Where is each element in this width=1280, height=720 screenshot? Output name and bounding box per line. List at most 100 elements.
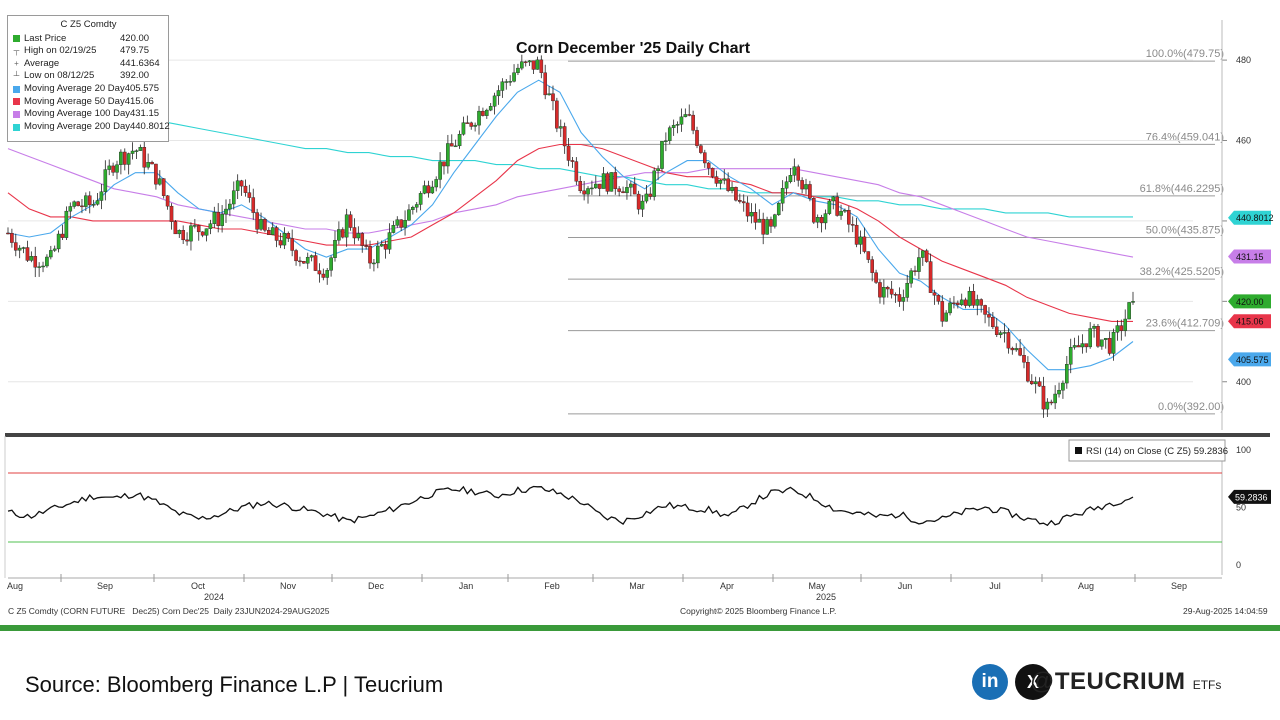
- candle-body: [683, 114, 688, 118]
- candle-body: [294, 250, 298, 262]
- price-flag-label: 420.00: [1236, 297, 1264, 307]
- brand-name: TEUCRIUM: [1054, 668, 1186, 695]
- candle-body: [979, 299, 983, 306]
- candle-body: [29, 256, 34, 261]
- candle-body: [481, 110, 485, 116]
- candle-body: [414, 204, 419, 208]
- price-flag: [1228, 249, 1271, 264]
- legend-label: Moving Average 20 Day: [24, 82, 125, 94]
- candle-body: [130, 150, 135, 154]
- candle-body: [531, 60, 536, 70]
- candle-body: [1092, 325, 1096, 329]
- candle-body: [800, 180, 804, 190]
- candle-body: [442, 161, 446, 167]
- candle-body: [317, 270, 322, 275]
- legend-item: + Average 441.6364: [13, 58, 164, 71]
- candle-body: [84, 195, 88, 207]
- candle-body: [395, 219, 400, 226]
- fib-label: 76.4%(459.041): [1146, 131, 1224, 143]
- legend-swatch: [13, 98, 20, 106]
- candle-body: [1053, 393, 1057, 404]
- candle-body: [913, 270, 917, 272]
- rsi-legend-box: [1068, 439, 1226, 462]
- candle-body: [1100, 339, 1104, 347]
- price-flag-label: 405.575: [1236, 355, 1269, 365]
- candle-body: [80, 205, 84, 208]
- candle-body: [356, 233, 361, 239]
- candle-body: [741, 201, 746, 204]
- candle-body: [360, 233, 365, 246]
- candle-body: [430, 186, 435, 194]
- candle-body: [1037, 381, 1042, 387]
- candle-body: [652, 170, 656, 197]
- footer-series-info: C Z5 Comdty (CORN FUTURE Dec25) Corn Dec…: [8, 606, 330, 616]
- candle-body: [352, 227, 357, 239]
- legend-item: Moving Average 20 Day 405.575: [13, 83, 164, 96]
- candle-body: [461, 122, 466, 135]
- candle-body: [702, 152, 707, 164]
- candle-body: [644, 193, 649, 202]
- legend-item: ┴ Low on 08/12/25 392.00: [13, 70, 164, 83]
- candle-body: [56, 233, 61, 250]
- legend-value: 392.00: [120, 70, 150, 82]
- candle-body: [508, 81, 512, 83]
- chart-legend: C Z5 Comdty Last Price 420.00 ┬ High on 02/…: [7, 15, 170, 142]
- candle-body: [1127, 302, 1131, 320]
- candle-body: [761, 218, 765, 235]
- candle-body: [37, 266, 41, 268]
- candle-body: [17, 247, 22, 251]
- legend-label: Average: [24, 57, 60, 69]
- candle-body: [808, 184, 812, 199]
- candle-body: [142, 147, 147, 168]
- candle-body: [975, 299, 980, 306]
- candle-body: [695, 130, 699, 146]
- legend-value: 440.8012: [129, 120, 170, 132]
- candlesticks: [6, 54, 1135, 418]
- candle-body: [590, 187, 594, 190]
- rsi-line: [7, 485, 1134, 527]
- candle-body: [111, 165, 115, 173]
- candle-body: [566, 145, 571, 161]
- candle-body: [216, 211, 221, 226]
- candle-body: [636, 193, 641, 210]
- candle-body: [632, 183, 637, 195]
- rsi-legend-label: RSI (14) on Close (C Z5) 59.2836: [1086, 446, 1228, 457]
- candle-body: [535, 59, 540, 70]
- candle-body: [161, 178, 166, 196]
- candle-body: [177, 230, 182, 235]
- candle-body: [126, 153, 131, 165]
- candle-body: [99, 191, 104, 201]
- candle-body: [1131, 301, 1135, 303]
- candle-body: [792, 166, 797, 176]
- candle-body: [282, 233, 287, 246]
- candle-body: [41, 265, 45, 268]
- candle-body: [146, 162, 150, 168]
- candle-body: [154, 163, 158, 185]
- candle-body: [936, 295, 941, 302]
- candle-body: [329, 257, 333, 271]
- candle-body: [158, 178, 162, 185]
- candle-body: [372, 262, 376, 265]
- candle-body: [391, 225, 396, 233]
- linkedin-icon[interactable]: in: [972, 664, 1008, 700]
- candle-body: [212, 211, 217, 224]
- candle-body: [1080, 343, 1085, 348]
- x-icon[interactable]: X: [1015, 664, 1051, 700]
- candle-body: [185, 239, 189, 242]
- month-label: Oct: [191, 581, 206, 591]
- candle-body: [1022, 355, 1026, 363]
- candle-body: [738, 200, 742, 202]
- rsi-tick-label: 50: [1236, 503, 1246, 513]
- candle-body: [446, 143, 450, 167]
- legend-value: 405.575: [124, 82, 160, 94]
- month-label: Aug: [1078, 581, 1094, 591]
- candle-body: [453, 145, 458, 148]
- candle-body: [150, 162, 154, 165]
- candle-body: [496, 90, 501, 97]
- candle-body: [827, 200, 832, 214]
- candle-body: [220, 213, 224, 226]
- candle-body: [1026, 362, 1030, 382]
- candle-body: [889, 288, 894, 295]
- candle-body: [675, 124, 680, 126]
- candle-body: [387, 232, 392, 250]
